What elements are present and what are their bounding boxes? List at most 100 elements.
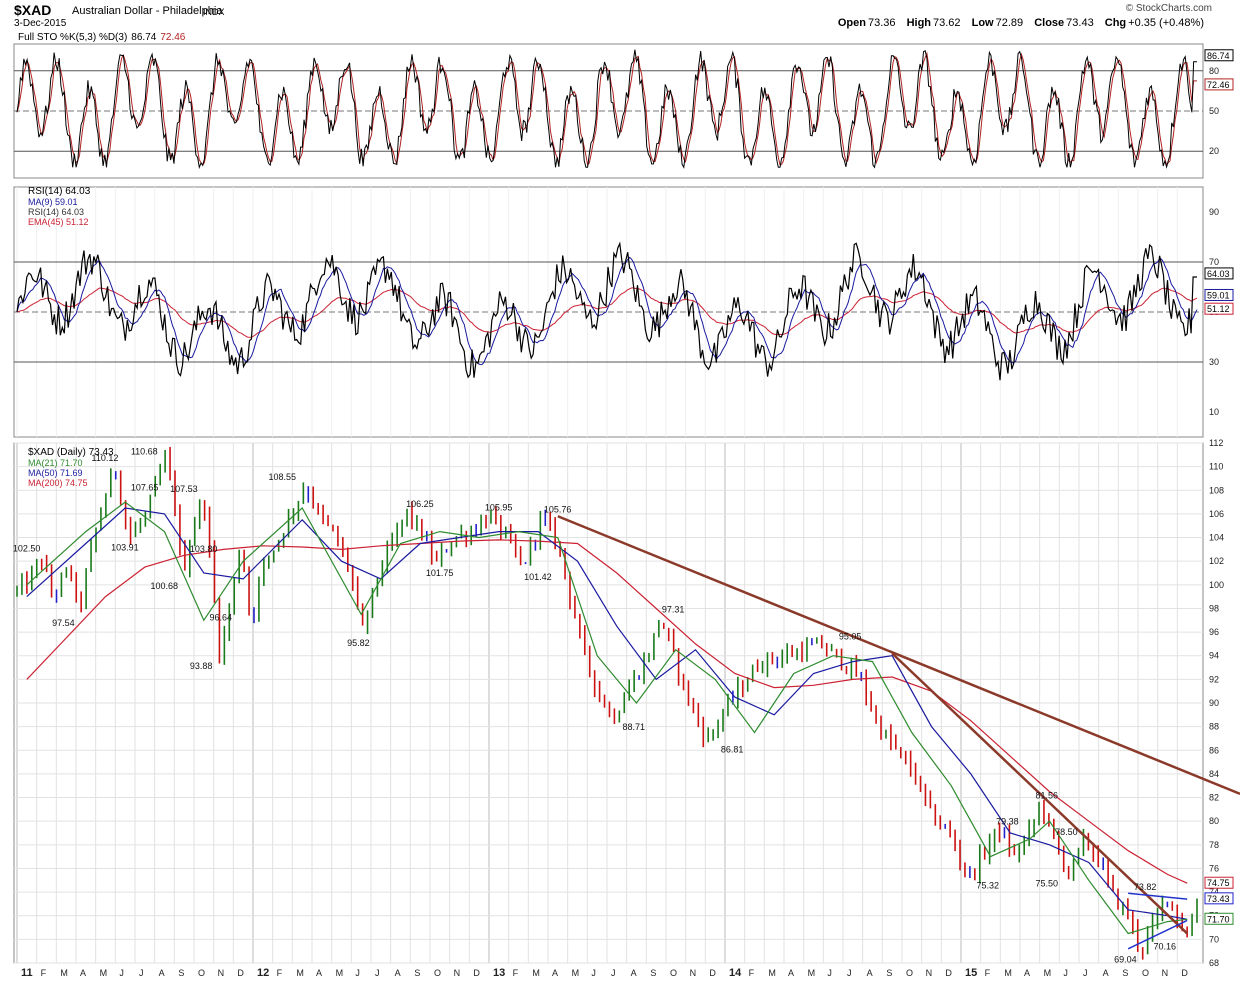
price-annotation: 69.04 [1114, 955, 1137, 965]
open-value: 73.36 [867, 17, 896, 29]
price-tick-label: 94 [1209, 651, 1219, 661]
x-tick-label: N [926, 968, 933, 978]
price-annotation: 110.12 [92, 453, 119, 463]
x-tick-label: A [395, 968, 401, 978]
x-tick-label: J [375, 968, 380, 978]
rsi-tick-label: 90 [1209, 207, 1219, 217]
x-tick-label: M [1004, 968, 1012, 978]
x-tick-label: J [355, 968, 360, 978]
trendline [891, 652, 1189, 935]
x-tick-label: A [80, 968, 86, 978]
price-value-tag-text: 73.43 [1207, 894, 1230, 904]
price-annotation: 86.81 [721, 745, 744, 755]
price-value-tag [1204, 892, 1234, 905]
close-value: 73.43 [1066, 17, 1094, 29]
price-annotation: 81.56 [1036, 791, 1059, 801]
x-tick-label: O [434, 968, 441, 978]
rsi-value-tag-text: 64.03 [1207, 269, 1230, 279]
trendline [1127, 919, 1188, 950]
price-tick-label: 84 [1209, 769, 1219, 779]
sto-legend: Full STO %K(5,3) %D(3) 86.74 72.46 [18, 32, 186, 43]
price-annotation: 101.75 [426, 568, 454, 578]
x-tick-label: 12 [257, 967, 269, 979]
x-tick-label: F [749, 968, 755, 978]
price-tick-label: 110 [1209, 462, 1223, 472]
price-tick-label: 106 [1209, 509, 1224, 519]
price-ma50-line [26, 507, 1188, 920]
x-tick-label: F [513, 968, 519, 978]
price-tick-label: 82 [1209, 793, 1219, 803]
price-annotation: 103.91 [111, 543, 139, 553]
chg-label: Chg [1104, 17, 1127, 29]
rsi-legend-ma: MA(9) 59.01 [28, 197, 78, 207]
high-label: High [906, 17, 932, 29]
x-tick-label: N [1162, 968, 1169, 978]
rsi-value-tag [1204, 302, 1234, 315]
low-label: Low [971, 17, 994, 29]
high-value: 73.62 [933, 17, 961, 29]
price-legend-ma200: MA(200) 74.75 [28, 478, 88, 488]
x-tick-label: O [198, 968, 205, 978]
x-tick-label: M [532, 968, 540, 978]
x-tick-label: M [572, 968, 580, 978]
x-tick-label: A [1024, 968, 1030, 978]
price-tick-label: 96 [1209, 627, 1219, 637]
sto-value-tag-text: 72.46 [1207, 80, 1230, 90]
rsi-line [16, 241, 1197, 381]
chart-instrument-name: Australian Dollar - Philadelphia [72, 5, 223, 17]
price-annotation: 93.88 [190, 661, 213, 671]
x-tick-label: A [552, 968, 558, 978]
x-tick-label: J [827, 968, 832, 978]
low-value: 72.89 [995, 17, 1024, 29]
price-tick-label: 98 [1209, 603, 1219, 613]
sto-tick-label: 20 [1209, 146, 1219, 156]
price-tick-label: 80 [1209, 816, 1219, 826]
sto-tick-label: 50 [1209, 106, 1219, 116]
price-tick-label: 100 [1209, 580, 1224, 590]
price-tick-label: 102 [1209, 556, 1224, 566]
x-tick-label: M [1044, 968, 1052, 978]
price-tick-label: 88 [1209, 722, 1219, 732]
x-tick-label: N [454, 968, 461, 978]
price-panel: 6870727476788082848688909294969810010210… [13, 438, 1240, 968]
x-tick-label: D [945, 968, 952, 978]
price-annotation: 79.38 [996, 817, 1019, 827]
rsi-tick-label: 30 [1209, 357, 1219, 367]
x-tick-label: S [1122, 968, 1128, 978]
x-tick-label: J [1083, 968, 1088, 978]
x-axis: 11 F M A M J J A S O N D 12 F M A M J J A S O N D 13 F M A M J J A S O N D 1… [21, 967, 1188, 979]
price-annotation: 73.82 [1134, 882, 1157, 892]
sto-value-tag [1204, 78, 1234, 91]
rsi-tick-label: 70 [1209, 257, 1219, 267]
price-annotation: 105.95 [485, 503, 513, 513]
price-annotation: 105.76 [544, 505, 572, 515]
rsi-ema45-line [16, 287, 1198, 338]
price-annotation: 78.50 [1055, 827, 1078, 837]
legends: Full STO %K(5,3) %D(3) 86.74 72.46 RSI(14)… [18, 32, 186, 488]
x-tick-label: M [296, 968, 304, 978]
price-annotation: 75.32 [977, 880, 1000, 890]
chg-value: +0.35 (+0.48%) [1128, 17, 1204, 29]
sto-k-value: 86.74 [131, 32, 156, 43]
x-tick-label: M [768, 968, 776, 978]
close-label: Close [1034, 17, 1065, 29]
x-tick-label: F [277, 968, 283, 978]
price-legend-ma50: MA(50) 71.69 [28, 468, 83, 478]
price-value-tag [1204, 912, 1234, 925]
price-annotation: 110.68 [131, 447, 158, 457]
chart-date: 3-Dec-2015 [14, 18, 67, 29]
sto-d-line [16, 51, 1197, 167]
x-tick-label: A [316, 968, 322, 978]
price-tick-label: 70 [1209, 934, 1219, 944]
price-tick-label: 108 [1209, 485, 1224, 495]
rsi-legend-rsi2: RSI(14) 64.03 [28, 207, 84, 217]
x-tick-label: S [650, 968, 656, 978]
x-tick-label: 14 [729, 967, 742, 979]
price-annotation: 70.16 [1154, 941, 1177, 951]
rsi-legend-main: RSI(14) 64.03 [28, 186, 91, 197]
sto-k-line [16, 49, 1197, 170]
trendline [1128, 892, 1188, 900]
price-annotation: 88.71 [623, 722, 646, 732]
